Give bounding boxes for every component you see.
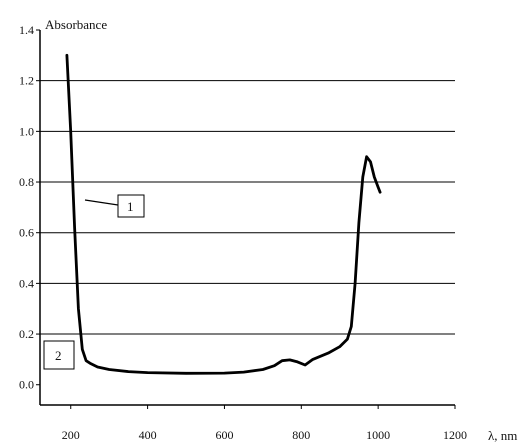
- label-1-leader: [84, 199, 119, 206]
- y-tick-label: 0.2: [19, 327, 34, 341]
- y-tick-label: 0.8: [19, 175, 34, 189]
- x-tick-label: 1000: [366, 428, 390, 442]
- y-tick-label: 0.0: [19, 378, 34, 392]
- gridlines: [40, 80, 455, 335]
- y-tick-label: 0.6: [19, 226, 34, 240]
- y-tick-label: 1.0: [19, 124, 34, 138]
- label-1-box: [117, 194, 145, 218]
- axes: [39, 30, 455, 406]
- x-axis-label: λ, nm: [488, 428, 517, 443]
- y-axis-label: Absorbance: [45, 17, 107, 32]
- label-1-text: 1: [127, 199, 134, 214]
- y-tick-label: 1.4: [19, 23, 34, 37]
- x-tick-label: 600: [215, 428, 233, 442]
- x-tick-label: 400: [139, 428, 157, 442]
- y-tick-label: 1.2: [19, 74, 34, 88]
- y-ticks: 0.0 0.2 0.4 0.6 0.8 1.0 1.2 1.4: [19, 23, 40, 392]
- x-tick-label: 800: [292, 428, 310, 442]
- label-2-text: 2: [55, 348, 62, 363]
- x-tick-label: 200: [62, 428, 80, 442]
- y-tick-label: 0.4: [19, 276, 34, 290]
- series-1-line: [65, 53, 382, 375]
- x-tick-label: 1200: [443, 428, 467, 442]
- label-2-box: [43, 340, 75, 370]
- x-ticks: 200 400 600 800 1000 1200: [62, 405, 467, 442]
